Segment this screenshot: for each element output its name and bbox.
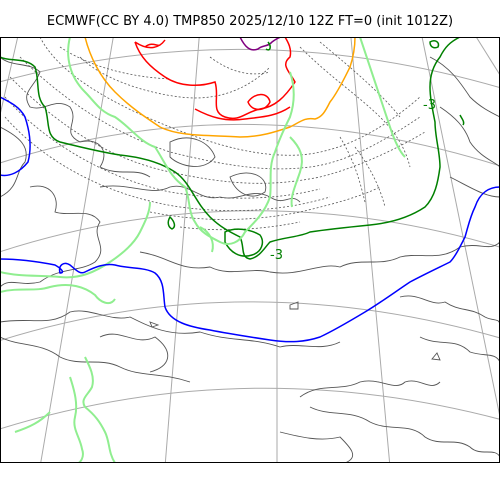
map-panel: -3 -3 (0, 37, 500, 463)
isotherm-line (79, 56, 271, 99)
isotherm-orange (84, 37, 356, 138)
isotherm-line (0, 37, 461, 260)
isotherm-line (69, 376, 84, 463)
isotherm-line (199, 226, 214, 253)
longitude-line (0, 37, 19, 118)
isotherm-line (224, 228, 264, 257)
coastline (299, 380, 441, 398)
isotherm-line (299, 46, 411, 168)
longitude-gridlines (0, 37, 500, 463)
isotherm-line (39, 37, 421, 156)
isotherm-line (4, 116, 331, 212)
isotherm-line (247, 93, 271, 111)
isotherm-line (4, 96, 321, 199)
isotherm-line (289, 136, 303, 208)
coastline (419, 336, 500, 363)
coastline (439, 106, 500, 168)
coastline (279, 431, 354, 463)
isotherm-line (339, 136, 366, 203)
coastlines (0, 56, 500, 463)
isotherm-line (0, 284, 116, 305)
isotherm-line (84, 37, 356, 138)
coastline (289, 301, 299, 310)
isotherm-line (0, 96, 31, 177)
contour-label: -3 (423, 98, 436, 113)
isotherm-line (9, 76, 426, 184)
isotherm-line (149, 186, 381, 220)
isotherm-line (134, 37, 296, 120)
isotherm-red (134, 37, 296, 121)
isotherm-line (194, 106, 291, 121)
coastline (0, 336, 191, 383)
coastline (229, 172, 267, 197)
isotherm-line (319, 41, 401, 118)
isotherm-line (82, 356, 116, 463)
isotherm-line (59, 46, 171, 80)
coastline (429, 56, 500, 118)
isotherm-line (209, 56, 271, 75)
isotherm-line (459, 114, 465, 126)
contour-label: -3 (270, 248, 283, 263)
coastline (99, 333, 168, 373)
coastline (0, 185, 102, 288)
map-canvas: -3 -3 (0, 37, 500, 463)
coastline (0, 310, 341, 348)
coastline (431, 352, 441, 361)
isotherm-line (359, 37, 406, 158)
coastline (309, 406, 500, 458)
isotherm-line (354, 146, 386, 208)
isotherm-line (67, 37, 295, 245)
latitude-line (0, 301, 500, 342)
isotherm-purple (239, 37, 283, 51)
isotherm-blue (0, 96, 500, 343)
isotherm-line (14, 411, 51, 433)
coastline (399, 295, 500, 328)
map-title: ECMWF(CC BY 4.0) TMP850 2025/12/10 12Z F… (46, 14, 454, 29)
isotherm-line (0, 201, 151, 279)
isotherm-lightgreen (0, 37, 406, 463)
isotherm-line (144, 43, 161, 48)
coastline (169, 137, 216, 167)
isotherm-line (429, 40, 440, 49)
longitude-line (421, 37, 500, 418)
isotherm-line (167, 215, 176, 230)
isotherm-darkgreen (0, 37, 465, 260)
coastline (149, 321, 160, 328)
isotherm-line (134, 39, 166, 49)
isotherm-line (265, 41, 271, 51)
coastline (0, 56, 151, 178)
longitude-line (350, 37, 391, 463)
longitude-line (164, 37, 200, 463)
coastline (0, 126, 27, 198)
latitude-line (0, 123, 500, 167)
coastline (99, 185, 301, 203)
coastline (449, 176, 500, 198)
latitude-line (0, 387, 500, 430)
isotherm-line (0, 186, 500, 343)
longitude-line (40, 37, 114, 463)
longitude-line (475, 37, 500, 76)
